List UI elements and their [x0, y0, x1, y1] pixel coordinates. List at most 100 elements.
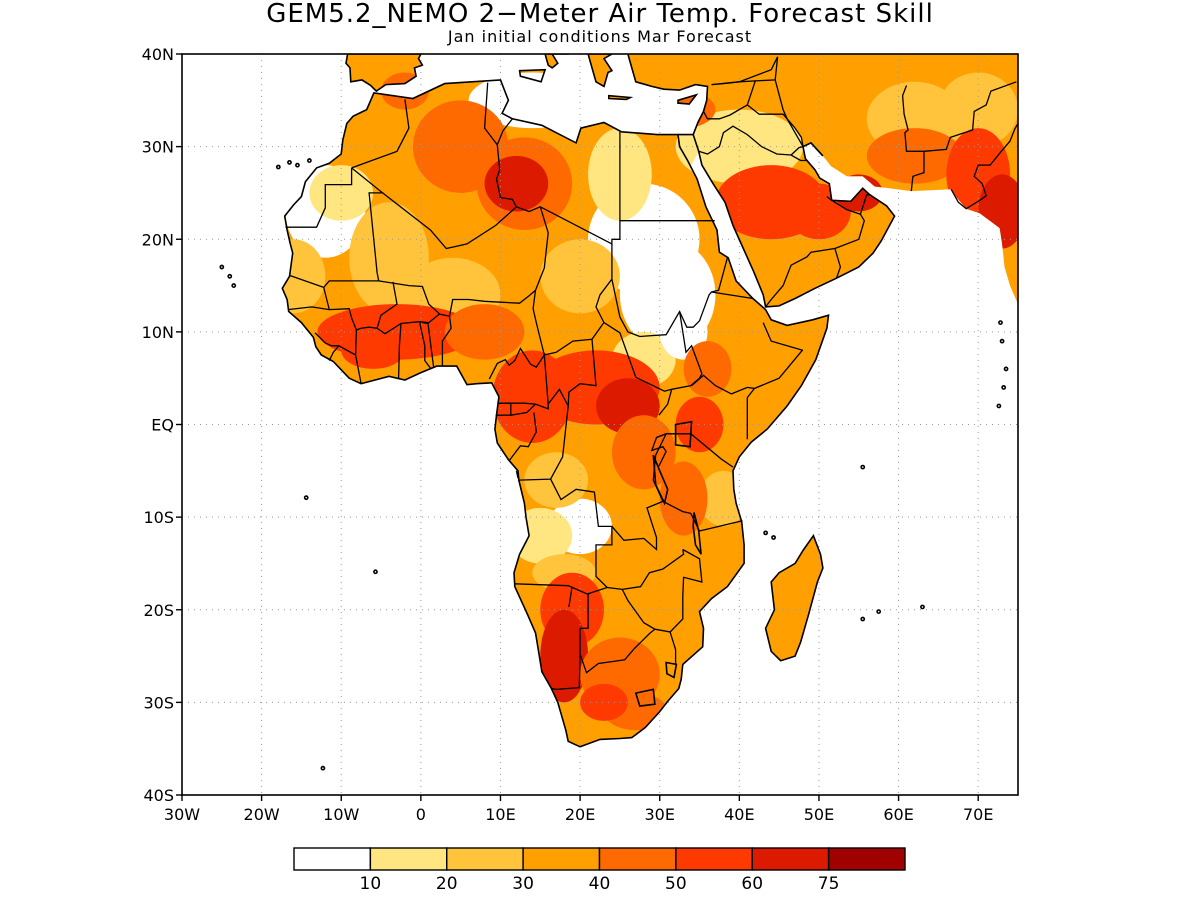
- island: [306, 158, 312, 163]
- country-border: [603, 311, 703, 392]
- colorbar-label: 30: [512, 874, 534, 894]
- country-border: [702, 80, 756, 120]
- country-border: [746, 387, 756, 440]
- country-border: [611, 500, 691, 551]
- country-border: [826, 196, 833, 201]
- country-border: [711, 56, 779, 86]
- country-border: [495, 402, 512, 416]
- lon-tick-label: 50E: [804, 805, 834, 824]
- country-border: [419, 321, 431, 369]
- skill-region: [675, 109, 804, 184]
- coastline: [518, 68, 547, 83]
- island: [295, 162, 300, 168]
- skill-region: [484, 155, 549, 212]
- island: [1001, 385, 1007, 390]
- country-border: [323, 287, 358, 331]
- country-border: [397, 313, 440, 379]
- lat-tick-label: 20S: [143, 601, 174, 620]
- island: [860, 616, 866, 622]
- map-title: GEM5.2_NEMO 2−Meter Air Temp. Forecast S…: [266, 0, 934, 29]
- colorbar-label: 50: [665, 874, 687, 894]
- lon-tick-label: 0: [416, 805, 426, 824]
- country-border: [378, 206, 549, 317]
- island: [999, 338, 1005, 344]
- country-border: [354, 322, 402, 384]
- skill-region: [444, 304, 525, 360]
- country-border: [514, 478, 613, 595]
- country-border: [774, 79, 804, 147]
- map-subtitle: Jan initial conditions Mar Forecast: [447, 27, 753, 46]
- island: [373, 569, 378, 575]
- lake-tanganyika: [652, 454, 669, 506]
- country-border: [382, 82, 518, 250]
- island: [275, 164, 281, 170]
- country-border: [516, 131, 621, 245]
- colorbar-label: 60: [741, 874, 763, 894]
- coastline: [281, 79, 830, 748]
- country-border: [488, 347, 549, 405]
- colorbar-swatch: [751, 847, 830, 871]
- country-border: [351, 99, 410, 169]
- country-border: [711, 291, 754, 300]
- country-border: [901, 85, 925, 192]
- island: [860, 464, 866, 470]
- country-border: [859, 194, 870, 215]
- country-border: [690, 433, 734, 468]
- skill-region: [540, 609, 589, 703]
- lon-tick-label: 20W: [244, 805, 280, 824]
- island: [231, 283, 237, 288]
- lat-tick-label: EQ: [151, 416, 174, 435]
- lake-victoria: [674, 420, 693, 448]
- country-border: [376, 281, 398, 329]
- country-border: [579, 628, 656, 674]
- colorbar-swatch: [598, 847, 677, 871]
- longitude-axis: 30W 20W 10W 0 10E 20E 30E 40E 50E 60E 70E: [164, 795, 993, 824]
- latitude-axis: 40N 30N 20N 10N EQ 10S 20S 30S 40S: [142, 45, 182, 805]
- country-border: [422, 321, 435, 368]
- coastlines: [219, 54, 1009, 771]
- colorbar-swatch: [369, 847, 448, 871]
- island: [227, 273, 233, 279]
- country-border: [831, 199, 866, 250]
- coastline: [587, 54, 614, 88]
- plot-area: [182, 54, 1018, 795]
- country-border: [551, 654, 581, 691]
- country-border: [765, 247, 842, 308]
- country-border: [656, 433, 691, 439]
- country-border: [441, 316, 452, 367]
- island: [287, 159, 292, 165]
- colorbar-swatch: [446, 847, 524, 871]
- country-border: [698, 125, 807, 162]
- skill-region: [651, 91, 716, 129]
- country-border: [510, 403, 536, 416]
- country-border: [669, 548, 703, 633]
- country-border: [690, 513, 743, 532]
- coastline: [764, 534, 824, 662]
- skill-region: [775, 563, 815, 638]
- colorbar-swatch: [522, 847, 601, 871]
- colorbar-swatch: [675, 847, 753, 871]
- colorbar-swatch: [827, 847, 906, 871]
- country-border: [650, 437, 667, 467]
- coastline: [345, 54, 424, 93]
- country-border: [498, 339, 597, 410]
- island: [996, 403, 1002, 409]
- skill-region: [866, 128, 963, 184]
- island: [219, 264, 225, 270]
- country-border: [314, 332, 356, 356]
- country-borders: [285, 56, 1018, 691]
- coastline: [608, 94, 634, 101]
- coastline: [802, 141, 824, 157]
- skill-region: [580, 683, 628, 721]
- country-border: [508, 412, 537, 461]
- colorbar-swatch: [293, 847, 372, 871]
- lon-tick-label: 10W: [323, 805, 359, 824]
- skill-region: [683, 341, 732, 397]
- lat-tick-label: 40N: [142, 45, 174, 64]
- island: [998, 320, 1003, 326]
- lon-tick-label: 30E: [644, 805, 674, 824]
- colorbar-label: 75: [818, 874, 840, 894]
- lat-tick-label: 20N: [142, 230, 174, 249]
- country-border: [580, 594, 589, 629]
